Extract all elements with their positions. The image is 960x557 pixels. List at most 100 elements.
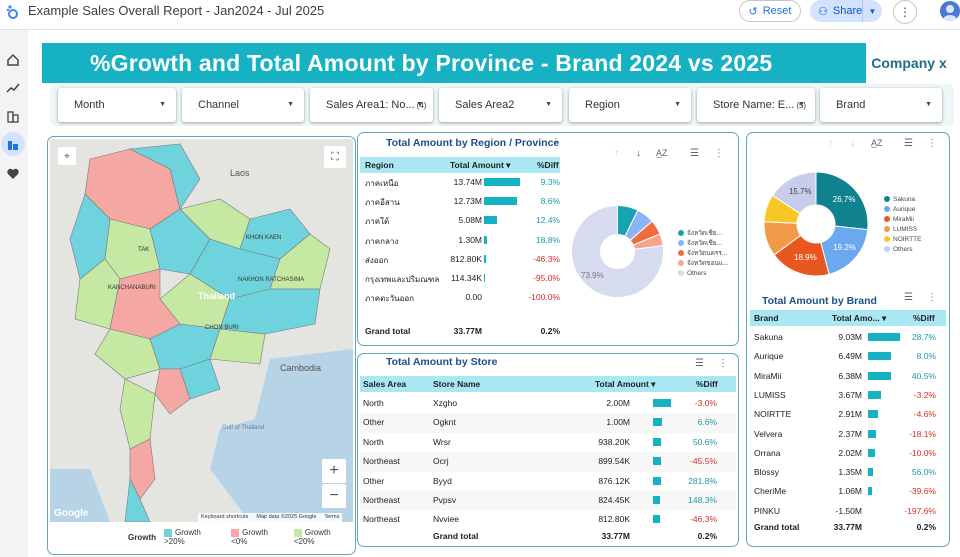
header-diff[interactable]: %Diff xyxy=(537,160,559,170)
table-row-brand[interactable]: Sakuna xyxy=(754,332,783,342)
legend-item[interactable]: Aurique xyxy=(884,204,921,214)
table-row-store[interactable]: Xzgho xyxy=(433,398,458,408)
header-region[interactable]: Region xyxy=(365,160,394,170)
legend-item[interactable]: Others xyxy=(884,244,921,254)
filter-sales-area2[interactable]: Sales Area2 ▼ xyxy=(439,88,562,122)
terms-link[interactable]: Terms xyxy=(324,514,340,520)
brand-pie-chart[interactable] xyxy=(762,170,870,278)
share-dropdown-icon[interactable]: ▼ xyxy=(862,0,882,22)
table-row-name[interactable]: ภาคกลาง xyxy=(365,236,399,246)
legend-label: Others xyxy=(687,269,707,277)
legend-item[interactable]: NOIRTTE xyxy=(884,234,921,244)
table-row-store[interactable]: Pvpsv xyxy=(433,495,457,505)
filter-store-name[interactable]: Store Name: E... (5) ▼ xyxy=(697,88,815,122)
table-row-name[interactable]: ภาคเหนือ xyxy=(365,179,399,188)
table-row-brand[interactable]: MiraMii xyxy=(754,370,782,381)
filter-sales-area1[interactable]: Sales Area1: No... (4) ▼ xyxy=(310,88,433,122)
table-row-name[interactable]: ภาคใต้ xyxy=(365,217,390,227)
filter-icon[interactable]: ☰ xyxy=(695,358,704,369)
fullscreen-icon[interactable]: ⛶ xyxy=(324,146,346,168)
more-icon[interactable]: ⋮ xyxy=(927,138,937,149)
legend-item[interactable]: จังหวัดนครร... xyxy=(678,248,729,258)
table-row-brand[interactable]: NOIRTTE xyxy=(754,409,792,420)
home-icon[interactable] xyxy=(5,52,21,68)
table-row-store[interactable]: Wrsr xyxy=(433,436,451,447)
table-row-name[interactable]: ภาคอีสาน xyxy=(365,198,400,208)
sort-az-icon[interactable]: A̲Z xyxy=(871,138,883,148)
table-row-store[interactable]: Byyd xyxy=(433,475,452,486)
legend-item[interactable]: MiraMii xyxy=(884,214,921,224)
table-row-store[interactable]: Nvviee xyxy=(433,514,459,525)
filter-channel[interactable]: Channel ▼ xyxy=(182,88,304,122)
region-pie-chart[interactable] xyxy=(570,204,665,299)
share-button[interactable]: ⚇ Share ▼ xyxy=(810,0,882,22)
filter-icon[interactable]: ☰ xyxy=(904,138,913,149)
table-row-store[interactable]: Ogknt xyxy=(433,417,456,428)
table-row-bar xyxy=(868,390,882,399)
header-brand[interactable]: Brand xyxy=(754,313,779,323)
filter-region[interactable]: Region ▼ xyxy=(569,88,691,122)
sort-down-icon[interactable]: ↓ xyxy=(636,148,641,159)
more-icon[interactable]: ⋮ xyxy=(718,358,728,369)
more-icon[interactable]: ⋮ xyxy=(551,137,561,148)
legend-item[interactable]: จังหวัดขอนแ... xyxy=(678,258,729,268)
header-sales-area[interactable]: Sales Area xyxy=(363,379,407,389)
pie-slice[interactable] xyxy=(815,171,869,231)
sort-az-icon[interactable]: A̲Z xyxy=(656,148,668,158)
sort-up-icon[interactable]: ↑ xyxy=(614,148,619,159)
grand-total-amount: 33.77M xyxy=(833,522,862,532)
table-row-bar xyxy=(868,410,879,419)
keyboard-shortcuts-link[interactable]: Keyboard shortcuts xyxy=(201,514,249,520)
filter-month[interactable]: Month ▼ xyxy=(58,88,176,122)
table-row-name[interactable]: ภาคตะวันออก xyxy=(365,294,415,304)
location-icon[interactable]: ⌖ xyxy=(58,147,76,165)
table-row-area[interactable]: North xyxy=(363,398,384,408)
user-avatar[interactable] xyxy=(940,1,960,21)
header-store-name[interactable]: Store Name xyxy=(433,379,481,389)
header-total-amount[interactable]: Total Amount ▾ xyxy=(595,379,656,389)
table-row-brand[interactable]: Velvera xyxy=(754,428,783,439)
legend-item[interactable]: Others xyxy=(678,268,729,278)
filter-icon[interactable]: ☰ xyxy=(904,292,913,303)
legend-item[interactable]: จังหวัดเชีย... xyxy=(678,228,729,238)
table-row-brand[interactable]: LUMISS xyxy=(754,389,786,400)
table-row-area[interactable]: Other xyxy=(363,475,385,486)
header-total-amount[interactable]: Total Amo... ▾ xyxy=(832,313,887,323)
table-row-name[interactable]: กรุงเทพและปริมณฑล xyxy=(365,275,440,284)
building-icon[interactable] xyxy=(5,108,21,124)
heart-icon[interactable] xyxy=(5,166,21,182)
header-diff[interactable]: %Diff xyxy=(913,313,935,323)
table-row-brand[interactable]: Aurique xyxy=(754,351,784,362)
filter-icon[interactable]: ☰ xyxy=(690,148,699,159)
sort-down-icon[interactable]: ↓ xyxy=(850,138,855,149)
table-row-brand[interactable]: CheriMe xyxy=(754,486,787,497)
zoom-out-button[interactable]: − xyxy=(322,484,346,508)
filter-brand[interactable]: Brand ▼ xyxy=(820,88,942,122)
header-total-amount[interactable]: Total Amount ▾ xyxy=(450,160,511,170)
sort-up-icon[interactable]: ↑ xyxy=(828,138,833,149)
table-row-area[interactable]: Other xyxy=(363,417,385,428)
table-row-brand[interactable]: PINKU xyxy=(754,505,780,516)
province-map[interactable]: Laos Thailand Cambodia KANCHANABURI CHON… xyxy=(50,139,353,522)
pie-slice[interactable] xyxy=(771,171,817,215)
more-options-icon[interactable]: ⋮ xyxy=(893,0,917,24)
table-row-area[interactable]: Northeast xyxy=(363,456,400,467)
more-icon[interactable]: ⋮ xyxy=(714,148,724,159)
reset-button[interactable]: ↺ Reset xyxy=(739,0,801,22)
more-icon[interactable]: ⋮ xyxy=(927,292,937,303)
table-row-area[interactable]: North xyxy=(363,436,384,447)
legend-item[interactable]: Sakuna xyxy=(884,194,921,204)
legend-item[interactable]: จังหวัดเชีย... xyxy=(678,238,729,248)
table-row-area[interactable]: Northeast xyxy=(363,495,400,505)
zoom-in-button[interactable]: + xyxy=(322,459,346,483)
table-row-brand[interactable]: Orrana xyxy=(754,447,781,458)
table-row-store[interactable]: Ocrj xyxy=(433,456,449,467)
dashboard-icon[interactable] xyxy=(1,132,25,156)
pie-slice[interactable] xyxy=(571,204,664,298)
trend-icon[interactable] xyxy=(5,80,21,96)
table-row-area[interactable]: Northeast xyxy=(363,514,400,525)
header-diff[interactable]: %Diff xyxy=(696,379,718,389)
table-row-brand[interactable]: Blossy xyxy=(754,467,780,478)
table-row-name[interactable]: ส่งออก xyxy=(365,255,389,265)
legend-item[interactable]: LUMISS xyxy=(884,224,921,234)
